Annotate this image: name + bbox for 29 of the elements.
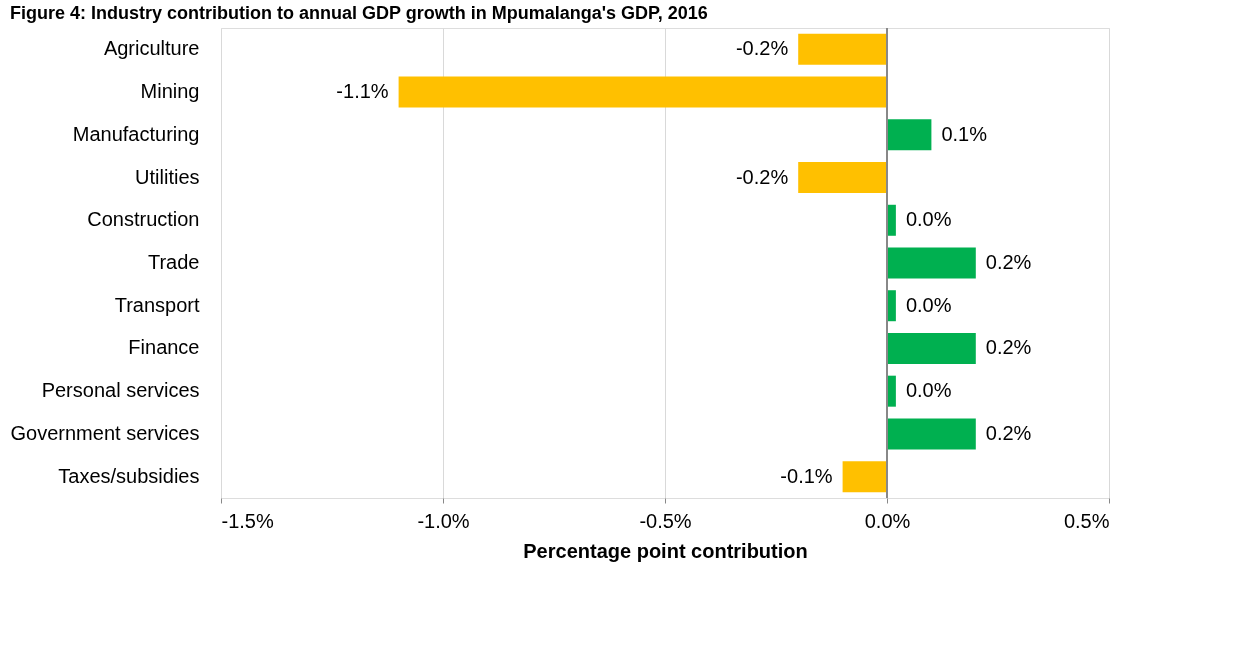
- y-tick-label: Government services: [10, 421, 200, 444]
- y-tick-label: Mining: [140, 80, 200, 103]
- data-label: 0.2%: [985, 336, 1032, 359]
- y-tick-label: Manufacturing: [72, 122, 200, 145]
- y-tick-label: Transport: [114, 293, 200, 316]
- x-axis-title: Percentage point contribution: [523, 539, 808, 562]
- data-label: -0.2%: [735, 37, 789, 60]
- chart-title: Figure 4: Industry contribution to annual GDP growth in Mpumalanga's GDP, 2016: [10, 3, 708, 23]
- x-tick-label: -1.0%: [417, 509, 470, 532]
- x-tick-label: -0.5%: [639, 509, 692, 532]
- x-tick-label: -1.5%: [221, 509, 274, 532]
- y-tick-label: Finance: [128, 336, 200, 359]
- y-tick-label: Taxes/subsidies: [58, 464, 200, 487]
- y-tick-label: Agriculture: [103, 37, 200, 60]
- data-label: 0.2%: [985, 421, 1032, 444]
- x-tick-label: 0.0%: [864, 509, 911, 532]
- y-tick-label: Trade: [147, 251, 200, 273]
- data-label: 0.0%: [905, 379, 952, 402]
- y-tick-label: Construction: [87, 208, 200, 231]
- data-label: 0.0%: [905, 293, 952, 316]
- x-tick-label: 0.5%: [1063, 509, 1110, 532]
- data-label: -0.2%: [735, 165, 789, 188]
- data-label: 0.0%: [905, 208, 952, 231]
- data-label: -0.1%: [780, 464, 833, 487]
- y-tick-label: Utilities: [135, 165, 200, 188]
- y-tick-label: Personal services: [41, 379, 200, 402]
- data-label: 0.1%: [941, 122, 988, 145]
- data-label: 0.2%: [985, 251, 1032, 273]
- data-label: -1.1%: [336, 80, 389, 103]
